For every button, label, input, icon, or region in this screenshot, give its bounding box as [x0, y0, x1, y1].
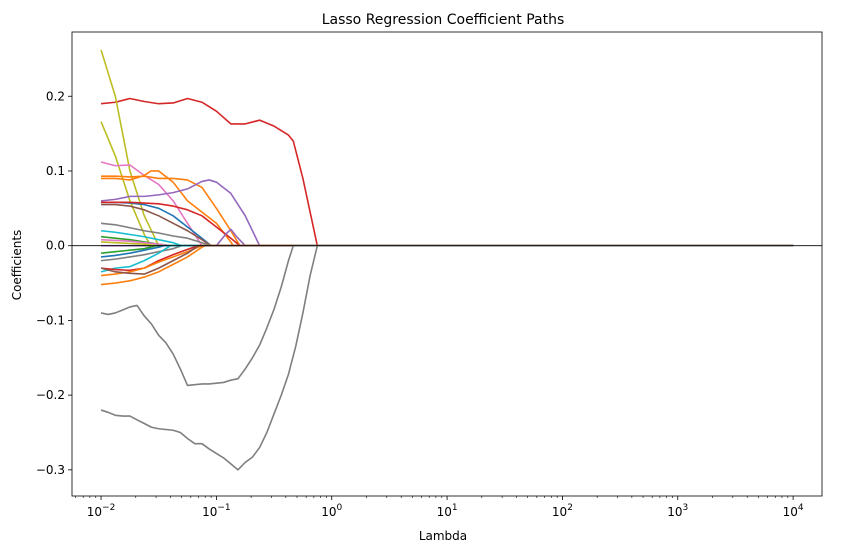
- coefficient-path-4: [100, 161, 794, 247]
- x-tick-label: 101: [437, 503, 458, 519]
- coefficient-path-12: [100, 222, 794, 247]
- coefficient-path-25: [100, 244, 794, 387]
- y-tick-label: −0.1: [36, 313, 65, 327]
- coefficient-path-10: [101, 203, 794, 247]
- coefficient-path-9: [101, 201, 794, 247]
- coefficient-path-5: [101, 175, 794, 247]
- coefficient-path-7: [100, 179, 794, 247]
- x-tick-label: 10−1: [202, 503, 231, 519]
- y-axis: −0.3 −0.2 −0.1 0.0 0.1 0.2: [36, 89, 72, 477]
- x-tick-label: 103: [667, 503, 688, 519]
- x-axis: 10−2 10−1 100 101 102 103 104: [75, 496, 804, 519]
- coefficient-path-1: [100, 97, 794, 247]
- coefficient-path-24: [100, 244, 794, 275]
- x-tick-label: 104: [783, 503, 804, 519]
- y-tick-label: 0.0: [46, 239, 65, 253]
- y-tick-label: −0.3: [36, 463, 65, 477]
- coefficient-path-26: [100, 244, 794, 471]
- coefficient-path-22: [100, 244, 794, 277]
- coefficient-path-21: [100, 244, 794, 272]
- x-tick-label: 102: [552, 503, 573, 519]
- coefficient-path-6: [101, 170, 794, 247]
- y-tick-label: 0.2: [46, 89, 65, 103]
- chart-title: Lasso Regression Coefficient Paths: [322, 12, 565, 28]
- x-tick-label: 10−2: [87, 503, 116, 519]
- y-axis-label: Coefficients: [10, 230, 24, 301]
- x-tick-label: 100: [321, 503, 342, 519]
- plot-area: [72, 32, 822, 496]
- y-tick-label: 0.1: [46, 164, 65, 178]
- plot-background: [72, 32, 822, 496]
- x-axis-label: Lambda: [419, 529, 467, 543]
- y-tick-label: −0.2: [36, 388, 65, 402]
